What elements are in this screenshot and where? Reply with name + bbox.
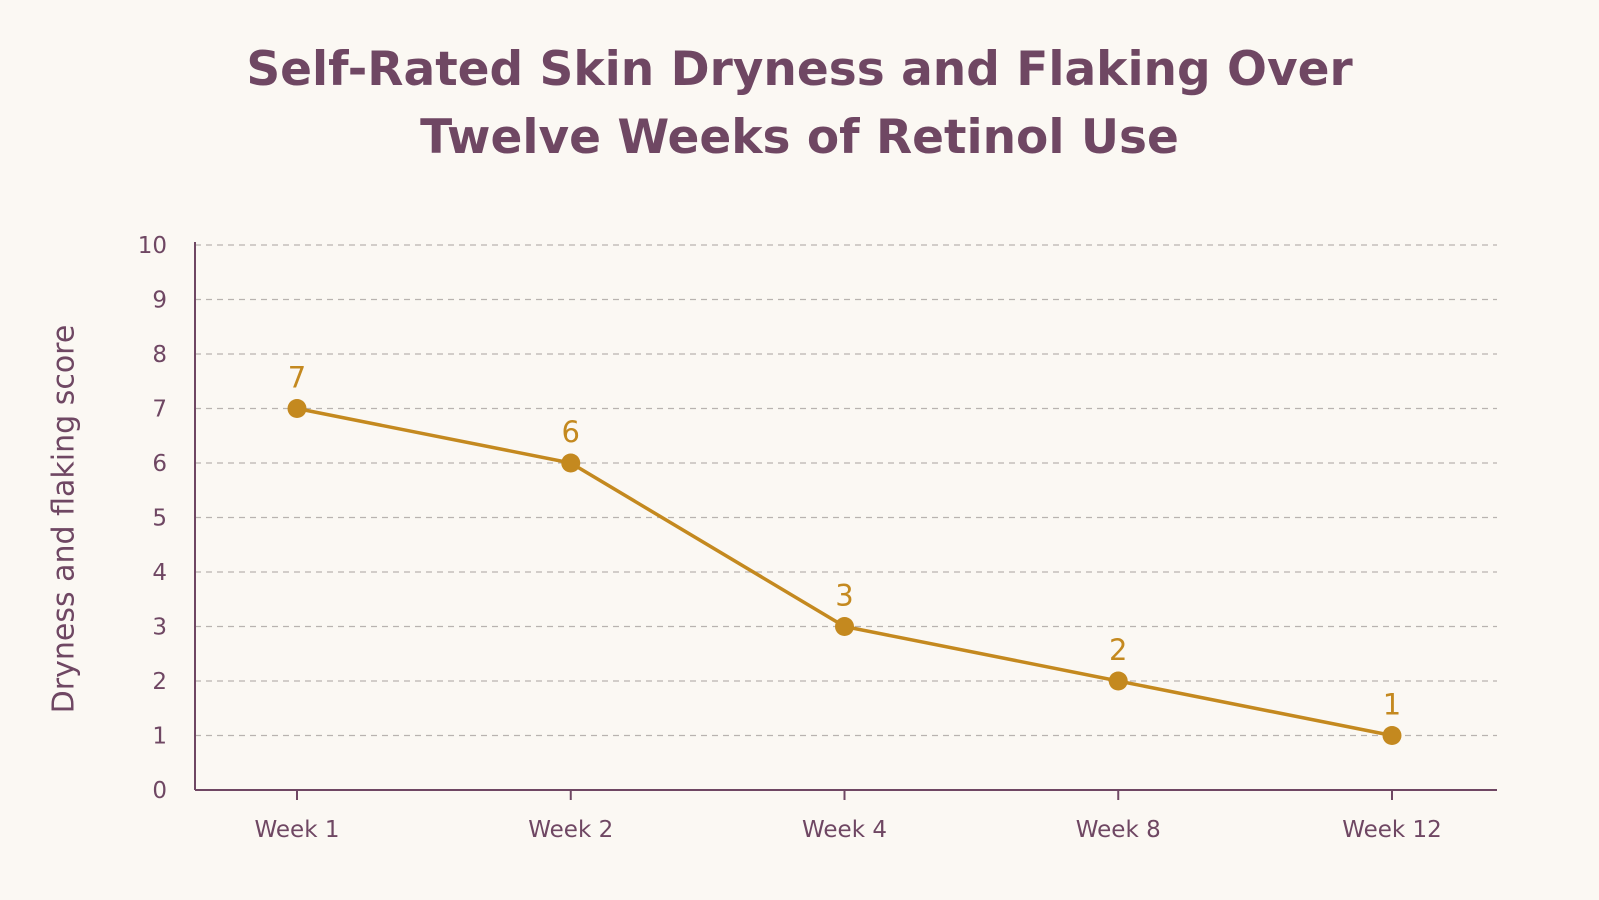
data-point-2 [561, 453, 581, 473]
data-label-1: 7 [288, 361, 306, 395]
y-tick-label-8: 8 [152, 342, 167, 368]
grid-lines [195, 244, 1497, 737]
y-tick-label-5: 5 [152, 506, 167, 532]
data-point-4 [1108, 671, 1128, 691]
y-tick-label-10: 10 [138, 233, 167, 259]
y-tick-label-6: 6 [152, 451, 167, 477]
y-tick-label-1: 1 [152, 724, 167, 750]
x-tick-label-3: Week 4 [802, 817, 887, 843]
x-tick-label-2: Week 2 [528, 817, 613, 843]
x-tick-labels: Week 1 Week 2 Week 4 Week 8 Week 12 [255, 817, 1442, 843]
data-label-3: 3 [835, 579, 853, 613]
data-label-5: 1 [1383, 688, 1401, 722]
y-tick-label-4: 4 [152, 560, 167, 586]
y-tick-label-9: 9 [152, 288, 167, 314]
chart-title-line-2: Twelve Weeks of Retinol Use [420, 110, 1179, 165]
data-point-3 [835, 617, 854, 636]
data-label-4: 2 [1109, 633, 1127, 667]
y-tick-labels: 0 1 2 3 4 5 6 7 8 9 10 [138, 233, 167, 804]
y-tick-label-7: 7 [152, 397, 167, 423]
data-point-5 [1382, 726, 1402, 745]
y-tick-label-3: 3 [152, 615, 167, 641]
x-tick-label-1: Week 1 [255, 817, 340, 843]
data-point-1 [287, 399, 307, 418]
y-tick-label-2: 2 [152, 669, 167, 695]
data-labels: 7 6 3 2 1 [288, 361, 1401, 722]
data-label-2: 6 [562, 415, 580, 449]
x-tick-label-4: Week 8 [1076, 817, 1161, 843]
chart-title: Self-Rated Skin Dryness and Flaking Over… [0, 36, 1599, 172]
series-dryness [287, 399, 1402, 745]
y-axis-title: Dryness and flaking score [47, 325, 82, 714]
y-tick-label-0: 0 [152, 778, 167, 804]
x-tick-label-5: Week 12 [1342, 817, 1442, 843]
chart-title-line-1: Self-Rated Skin Dryness and Flaking Over [246, 42, 1353, 97]
axes [194, 242, 1497, 800]
